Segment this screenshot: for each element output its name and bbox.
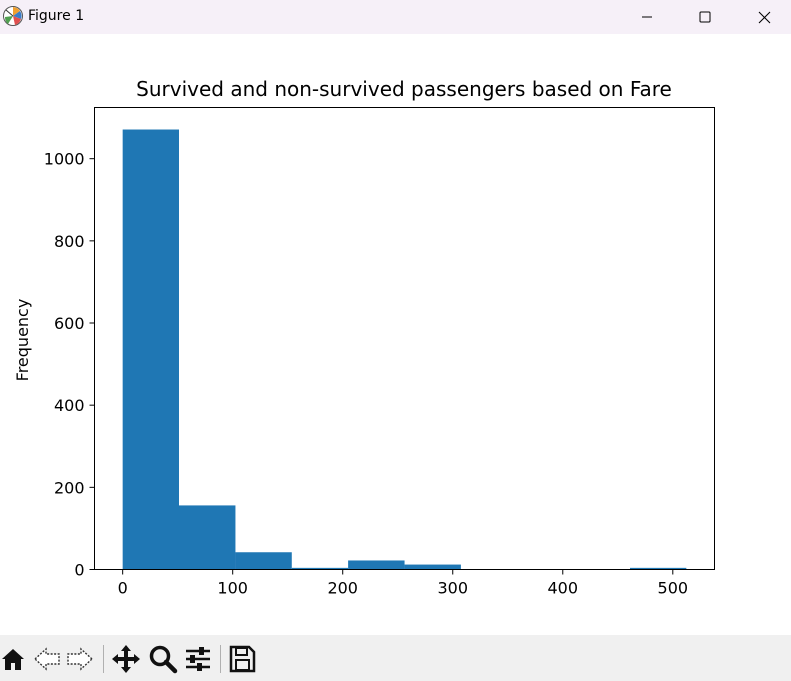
y-axis-ticks: 0 200 400 600 800 1000 [44,150,95,580]
navigation-toolbar [0,635,791,681]
x-tick-label: 0 [118,579,128,598]
y-tick-label: 0 [74,561,84,580]
close-button[interactable] [735,0,791,34]
y-tick-label: 1000 [44,150,85,169]
home-button[interactable] [0,643,29,675]
maximize-button[interactable] [676,0,734,34]
histogram-bar [235,552,292,570]
x-axis-ticks: 0 100 200 300 400 500 [118,569,689,598]
forward-button[interactable] [64,643,96,675]
zoom-button[interactable] [147,643,179,675]
x-tick-label: 500 [658,579,689,598]
toolbar-separator [220,645,221,673]
maximize-icon [699,11,711,23]
histogram-chart: Survived and non-survived passengers bas… [13,77,715,598]
histogram-bar [179,505,236,570]
y-axis-label: Frequency [13,299,32,382]
save-icon [229,645,256,673]
y-tick-label: 400 [54,396,85,415]
x-tick-label: 200 [327,579,358,598]
x-tick-label: 400 [547,579,578,598]
histogram-bar [629,567,687,570]
home-icon [2,649,24,670]
y-tick-label: 800 [54,232,85,251]
back-button[interactable] [31,643,63,675]
zoom-icon [149,645,178,674]
y-tick-label: 600 [54,314,85,333]
title-bar[interactable]: Figure 1 [0,0,791,34]
toolbar-separator [103,645,104,673]
pan-icon [112,645,140,673]
window-title: Figure 1 [28,8,85,24]
x-tick-label: 100 [217,579,248,598]
forward-arrow-icon [67,647,94,671]
matplotlib-logo-icon [3,6,23,26]
configure-subplots-button[interactable] [182,643,214,675]
y-tick-label: 200 [54,478,85,497]
save-button[interactable] [226,643,258,675]
subplots-config-icon [186,647,210,671]
minimize-button[interactable] [618,0,676,34]
figure-canvas[interactable]: Survived and non-survived passengers bas… [0,34,791,635]
x-tick-label: 300 [437,579,468,598]
minimize-icon [642,16,652,18]
histogram-bar [404,564,461,570]
chart-title: Survived and non-survived passengers bas… [136,77,672,101]
plot-frame [94,107,715,570]
histogram-bars [122,129,687,570]
histogram-bar [348,560,405,570]
pan-button[interactable] [110,643,142,675]
back-arrow-icon [33,647,60,671]
histogram-bar [291,567,349,570]
close-icon [758,11,770,23]
histogram-bar [122,129,180,570]
